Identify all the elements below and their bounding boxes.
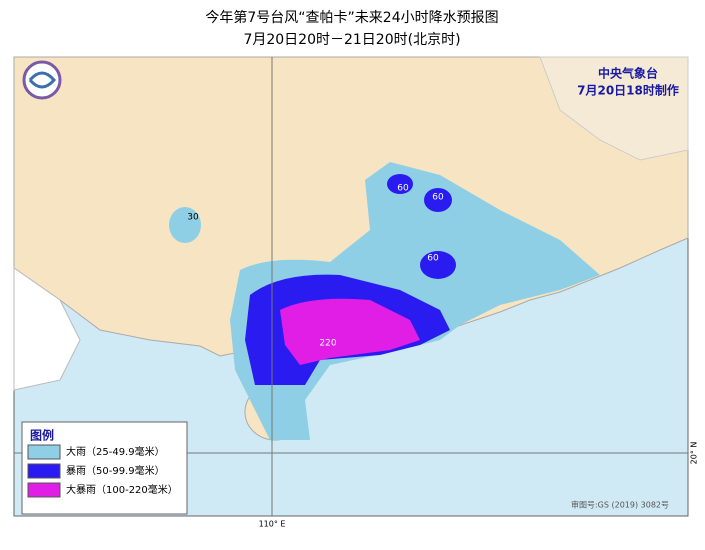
rainstorm-area [387, 174, 413, 194]
logo [22, 60, 62, 100]
logo-mark [28, 71, 56, 89]
legend-swatch [27, 463, 61, 479]
heavy-rain-area [169, 207, 201, 243]
agency-date: 7月20日18时制作 [577, 83, 679, 98]
legend-label: 暴雨（50-99.9毫米） [66, 464, 165, 477]
approval: 审图号:GS (2019) 3082号 [571, 500, 669, 510]
rainstorm-area [420, 251, 456, 279]
subtitle: 7月20日20时－21日20时(北京时) [243, 32, 460, 48]
title: 今年第7号台风“查帕卡”未来24小时降水预报图 [205, 9, 498, 26]
downpour-area [280, 298, 420, 365]
legend-label: 大雨（25-49.9毫米） [66, 445, 165, 458]
legend: 图例 大雨（25-49.9毫米） 暴雨（50-99.9毫米） 大暴雨（100-220… [21, 421, 188, 515]
map-label: 30 [187, 213, 199, 223]
legend-label: 大暴雨（100-220毫米） [66, 483, 178, 496]
neighbor-land [13, 267, 81, 391]
legend-swatch [27, 482, 61, 498]
map-label: 60 [432, 193, 444, 203]
map: 30 60 60 60 220 中央气象台 7月20日18时制作 审图号:GS … [13, 56, 689, 517]
lat-label: 20° N [690, 442, 699, 465]
legend-swatch [27, 444, 61, 460]
map-label: 60 [427, 254, 439, 264]
agency: 中央气象台 [598, 66, 658, 81]
rainstorm-area [424, 188, 452, 212]
region [539, 56, 689, 161]
map-label: 220 [319, 339, 336, 349]
lon-label: 110° E [259, 520, 286, 529]
map-label: 60 [397, 184, 409, 194]
legend-title: 图例 [30, 428, 54, 443]
